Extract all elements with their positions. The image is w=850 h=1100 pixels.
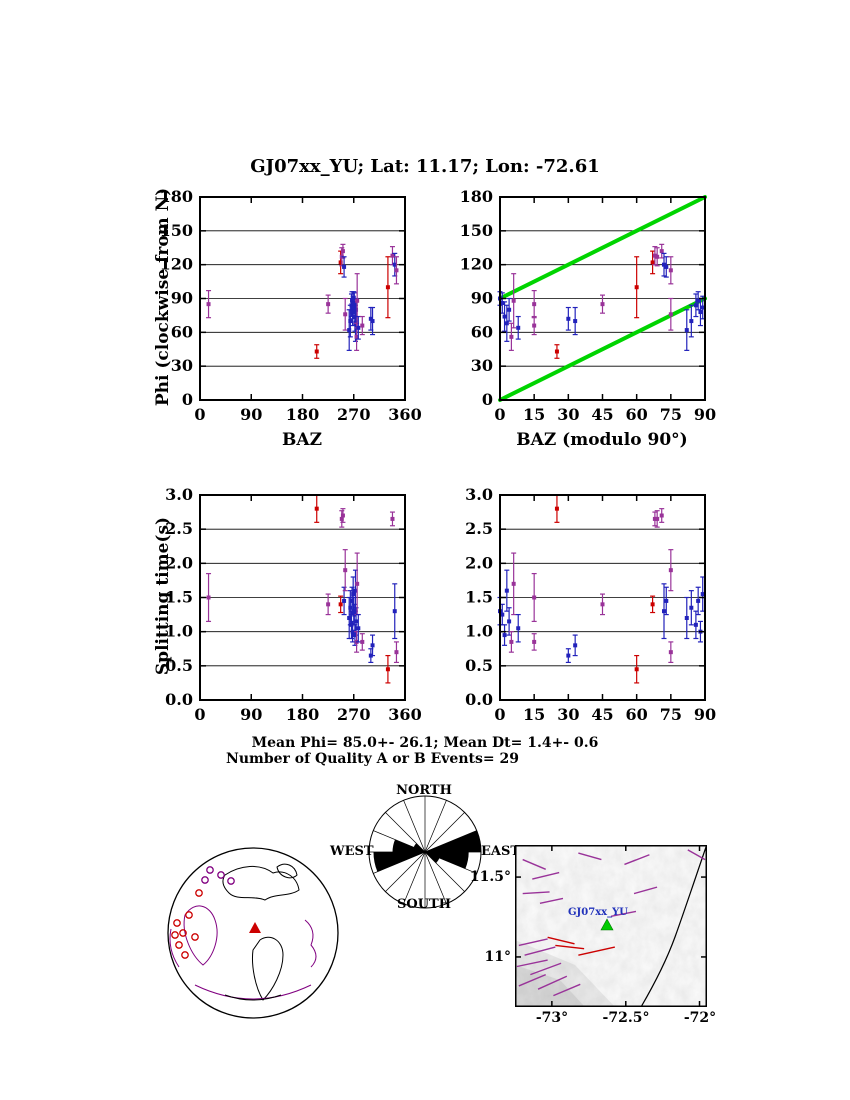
globe-map xyxy=(167,847,339,1019)
rose-west-label: WEST xyxy=(330,844,374,859)
svg-text:0: 0 xyxy=(194,705,205,724)
map-station-label: GJ07xx_YU xyxy=(568,907,628,918)
station-triangle-icon xyxy=(600,918,614,931)
rose-east-label: EAST xyxy=(481,844,521,859)
svg-text:2.0: 2.0 xyxy=(465,553,493,572)
svg-text:60: 60 xyxy=(626,405,648,424)
map-shading xyxy=(515,940,615,1007)
plot-dt-vs-baz: 0 90 180 270 360 0.0 0.5 1.0 1.5 2.0 2.5 3.0 xyxy=(165,485,422,724)
map-xtick-minus73: -73° xyxy=(535,1010,569,1026)
map-frame xyxy=(515,845,707,1007)
svg-text:75: 75 xyxy=(660,405,682,424)
svg-text:15: 15 xyxy=(523,405,545,424)
svg-text:180: 180 xyxy=(286,405,319,424)
svg-text:270: 270 xyxy=(337,705,370,724)
rose-south-label: SOUTH xyxy=(396,897,451,912)
figure-title: GJ07xx_YU; Lat: 11.17; Lon: -72.61 xyxy=(250,156,600,177)
map-xtick-minus72: -72° xyxy=(683,1010,717,1026)
svg-text:30: 30 xyxy=(557,405,579,424)
svg-text:150: 150 xyxy=(460,221,493,240)
svg-text:0.0: 0.0 xyxy=(465,690,493,709)
svg-text:30: 30 xyxy=(471,356,493,375)
station-map xyxy=(515,845,707,1007)
map-splitting-vectors xyxy=(516,849,706,997)
rose-diagram xyxy=(368,795,482,909)
svg-text:180: 180 xyxy=(286,705,319,724)
svg-text:90: 90 xyxy=(240,405,262,424)
svg-text:90: 90 xyxy=(171,289,193,308)
svg-text:1.5: 1.5 xyxy=(465,588,493,607)
plot-phi-vs-baz_mod90: 0 15 30 45 60 75 90 0 30 60 90 120 150 180 xyxy=(460,187,717,424)
svg-text:2.0: 2.0 xyxy=(165,553,193,572)
svg-text:180: 180 xyxy=(460,187,493,206)
svg-text:2.5: 2.5 xyxy=(165,519,193,538)
map-coastline xyxy=(640,846,707,1007)
globe-continents xyxy=(169,863,317,1001)
svg-text:270: 270 xyxy=(337,405,370,424)
rose-north-label: NORTH xyxy=(396,783,452,798)
svg-text:3.0: 3.0 xyxy=(165,485,193,504)
baz-mod90-axis-label: BAZ (modulo 90°) xyxy=(516,430,688,450)
globe-event-circles xyxy=(171,866,235,959)
svg-text:60: 60 xyxy=(171,322,193,341)
svg-text:30: 30 xyxy=(557,705,579,724)
svg-text:0: 0 xyxy=(494,405,505,424)
svg-text:0.0: 0.0 xyxy=(165,690,193,709)
svg-text:15: 15 xyxy=(523,705,545,724)
svg-text:0: 0 xyxy=(182,390,193,409)
svg-text:2.5: 2.5 xyxy=(465,519,493,538)
svg-text:0.5: 0.5 xyxy=(165,656,193,675)
event-count-text: Number of Quality A or B Events= 29 xyxy=(226,751,519,767)
svg-text:1.0: 1.0 xyxy=(465,622,493,641)
map-ytick-11p5: 11.5° xyxy=(469,869,511,885)
svg-text:1.5: 1.5 xyxy=(165,588,193,607)
svg-text:0.5: 0.5 xyxy=(465,656,493,675)
svg-text:90: 90 xyxy=(240,705,262,724)
globe-station-triangle-icon xyxy=(249,922,261,933)
svg-text:120: 120 xyxy=(160,255,193,274)
svg-text:90: 90 xyxy=(694,405,716,424)
svg-text:0: 0 xyxy=(194,405,205,424)
svg-text:75: 75 xyxy=(660,705,682,724)
plot-phi-vs-baz: 0 90 180 270 360 0 30 60 90 120 150 180 xyxy=(160,187,422,424)
svg-text:1.0: 1.0 xyxy=(165,622,193,641)
mean-values-text: Mean Phi= 85.0+- 26.1; Mean Dt= 1.4+- 0.… xyxy=(251,735,599,751)
svg-text:180: 180 xyxy=(160,187,193,206)
baz-axis-label: BAZ xyxy=(282,430,322,450)
svg-text:60: 60 xyxy=(626,705,648,724)
svg-text:45: 45 xyxy=(591,405,613,424)
svg-text:45: 45 xyxy=(591,705,613,724)
svg-text:0: 0 xyxy=(494,705,505,724)
svg-text:360: 360 xyxy=(388,705,421,724)
svg-text:90: 90 xyxy=(471,289,493,308)
svg-text:150: 150 xyxy=(160,221,193,240)
svg-text:90: 90 xyxy=(694,705,716,724)
svg-text:60: 60 xyxy=(471,322,493,341)
svg-text:0: 0 xyxy=(482,390,493,409)
svg-text:120: 120 xyxy=(460,255,493,274)
map-ytick-11: 11° xyxy=(484,949,511,965)
svg-text:30: 30 xyxy=(171,356,193,375)
plot-dt-vs-baz_mod90: 0 15 30 45 60 75 90 0.0 0.5 1.0 1.5 2.0 2.5 3.0 xyxy=(465,485,716,724)
svg-text:360: 360 xyxy=(388,405,421,424)
svg-text:3.0: 3.0 xyxy=(465,485,493,504)
map-xtick-minus72p5: -72.5° xyxy=(602,1010,650,1026)
